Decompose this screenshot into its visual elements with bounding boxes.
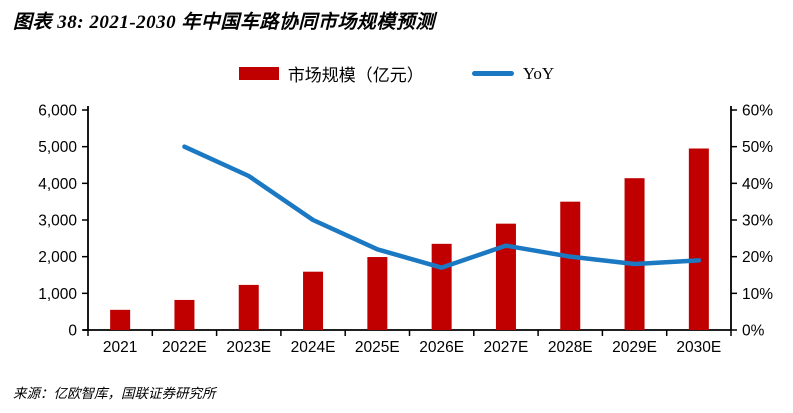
- line-series-swatch-icon: [471, 71, 514, 76]
- x-axis-label-2026E: 2026E: [419, 339, 464, 356]
- chart-legend: 市场规模（亿元） YoY: [0, 61, 793, 86]
- bar-2022E: [174, 299, 195, 330]
- bar-2029E: [624, 178, 645, 330]
- bar-2027E: [495, 223, 516, 330]
- x-axis-label-2022E: 2022E: [162, 339, 207, 356]
- bar-2030E: [688, 148, 709, 330]
- page-title: 图表 38: 2021-2030 年中国车路协同市场规模预测: [13, 12, 435, 33]
- right-axis-tick-label: 30%: [742, 213, 773, 230]
- left-axis-tick-label: 1,000: [38, 286, 77, 303]
- left-axis-tick-label: 6,000: [38, 103, 77, 120]
- bar-2024E: [303, 271, 324, 330]
- x-axis-label-2029E: 2029E: [612, 339, 657, 356]
- bar-2025E: [367, 257, 388, 330]
- right-axis-tick-label: 0%: [742, 323, 765, 340]
- left-axis-tick-label: 3,000: [38, 213, 77, 230]
- x-axis-label-2023E: 2023E: [226, 339, 271, 356]
- right-axis-tick-label: 40%: [742, 176, 773, 193]
- x-axis-label-2024E: 2024E: [291, 339, 336, 356]
- left-axis-tick-label: 0: [68, 323, 77, 340]
- bar-2026E: [431, 243, 452, 330]
- right-axis-tick-label: 60%: [742, 103, 773, 120]
- x-axis-label-2021: 2021: [103, 339, 137, 356]
- source-note: 来源：亿欧智库，国联证券研究所: [13, 386, 216, 401]
- legend-label-market-size: 市场规模（亿元）: [287, 66, 424, 85]
- x-axis-label-2028E: 2028E: [548, 339, 593, 356]
- right-axis-tick-label: 10%: [742, 286, 773, 303]
- left-axis-tick-label: 4,000: [38, 176, 77, 193]
- x-axis-label-2030E: 2030E: [676, 339, 721, 356]
- right-axis-tick-label: 50%: [742, 139, 773, 156]
- x-axis-label-2025E: 2025E: [355, 339, 400, 356]
- legend-item-market-size: 市场规模（亿元）: [238, 61, 424, 86]
- legend-label-yoy: YoY: [522, 63, 555, 83]
- legend-item-yoy: YoY: [471, 63, 555, 84]
- left-axis-tick-label: 5,000: [38, 139, 77, 156]
- bar-2028E: [560, 201, 581, 330]
- bar-2021: [110, 309, 131, 330]
- x-axis-label-2027E: 2027E: [484, 339, 529, 356]
- bar-2023E: [238, 284, 259, 330]
- right-axis-tick-label: 20%: [742, 249, 773, 266]
- yoy-line: [182, 144, 702, 270]
- bar-series-swatch-icon: [238, 67, 279, 80]
- left-axis-tick-label: 2,000: [38, 249, 77, 266]
